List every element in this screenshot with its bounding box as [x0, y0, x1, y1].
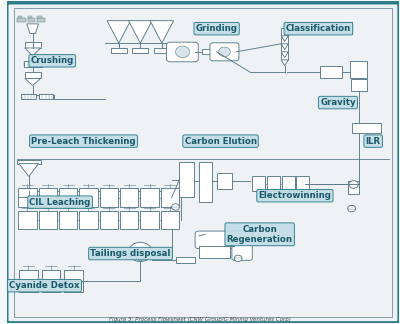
Circle shape	[349, 181, 358, 188]
Circle shape	[176, 46, 190, 58]
Bar	[199, 162, 212, 202]
Bar	[37, 16, 42, 18]
Bar	[267, 177, 280, 191]
Text: CIL Leaching: CIL Leaching	[30, 198, 91, 207]
FancyBboxPatch shape	[6, 2, 400, 324]
Bar	[18, 211, 37, 229]
Bar	[21, 94, 36, 99]
Bar	[79, 211, 98, 229]
Bar	[100, 188, 118, 207]
Bar	[252, 177, 265, 191]
Bar	[281, 52, 288, 60]
Text: ILR: ILR	[366, 137, 381, 145]
Bar	[59, 188, 77, 207]
FancyBboxPatch shape	[232, 231, 252, 260]
Bar	[161, 188, 179, 207]
Text: Electrowinning: Electrowinning	[258, 191, 331, 200]
Bar	[28, 16, 32, 18]
Bar	[38, 188, 57, 207]
Bar	[17, 18, 26, 22]
Bar	[154, 48, 170, 53]
Bar	[217, 173, 232, 189]
Polygon shape	[281, 60, 288, 66]
Bar	[100, 211, 118, 229]
Text: Carbon Elution: Carbon Elution	[184, 137, 256, 145]
Bar	[18, 188, 37, 207]
Polygon shape	[19, 164, 38, 177]
Bar	[18, 16, 22, 18]
Bar	[42, 270, 60, 292]
Bar	[132, 48, 148, 53]
Bar	[17, 160, 40, 164]
Polygon shape	[25, 48, 40, 56]
Bar	[140, 188, 159, 207]
Bar	[59, 211, 77, 229]
Circle shape	[218, 47, 230, 57]
Bar	[352, 123, 381, 133]
Bar	[281, 44, 288, 52]
Polygon shape	[27, 24, 38, 33]
Bar	[38, 94, 54, 99]
Bar	[25, 72, 40, 78]
Bar	[320, 66, 342, 78]
Text: Pre-Leach Thickening: Pre-Leach Thickening	[31, 137, 136, 145]
Polygon shape	[281, 52, 288, 58]
Circle shape	[348, 205, 356, 212]
Bar	[19, 270, 38, 292]
Text: Crushing: Crushing	[31, 56, 74, 65]
Bar	[199, 246, 230, 258]
Polygon shape	[130, 252, 150, 261]
Bar	[176, 257, 195, 263]
Bar	[28, 18, 35, 22]
FancyBboxPatch shape	[166, 42, 198, 62]
Polygon shape	[281, 44, 288, 50]
Bar	[348, 181, 360, 194]
Bar	[64, 270, 83, 292]
Bar	[140, 211, 159, 229]
Text: Figure 5: Process Flowsheet (CNW Group/G Mining Ventures Corp): Figure 5: Process Flowsheet (CNW Group/G…	[109, 318, 291, 322]
Bar	[282, 177, 294, 191]
Text: Tailings disposal: Tailings disposal	[90, 249, 171, 258]
Polygon shape	[281, 36, 288, 41]
Text: Gravity: Gravity	[320, 98, 356, 107]
FancyBboxPatch shape	[195, 231, 234, 249]
Polygon shape	[150, 21, 174, 43]
Text: Classification: Classification	[286, 24, 351, 33]
Bar	[79, 188, 98, 207]
Circle shape	[234, 255, 242, 261]
Bar	[120, 188, 138, 207]
Bar	[111, 48, 127, 53]
Bar	[24, 61, 42, 67]
Bar	[351, 79, 366, 91]
Bar	[25, 41, 40, 48]
Bar	[281, 28, 288, 36]
Bar	[202, 49, 210, 54]
Bar	[38, 211, 57, 229]
Circle shape	[128, 242, 152, 261]
Text: Carbon
Regeneration: Carbon Regeneration	[227, 225, 293, 244]
Polygon shape	[25, 78, 40, 86]
Bar	[350, 61, 367, 78]
Bar	[281, 36, 288, 44]
Bar	[296, 177, 309, 191]
Bar	[180, 162, 194, 197]
Polygon shape	[128, 21, 152, 43]
Text: Grinding: Grinding	[196, 24, 238, 33]
Bar	[161, 211, 179, 229]
Circle shape	[172, 204, 180, 210]
Polygon shape	[107, 21, 130, 43]
Bar	[37, 18, 45, 22]
Bar	[120, 211, 138, 229]
FancyBboxPatch shape	[210, 43, 239, 61]
Text: Cyanide Detox: Cyanide Detox	[9, 281, 80, 290]
